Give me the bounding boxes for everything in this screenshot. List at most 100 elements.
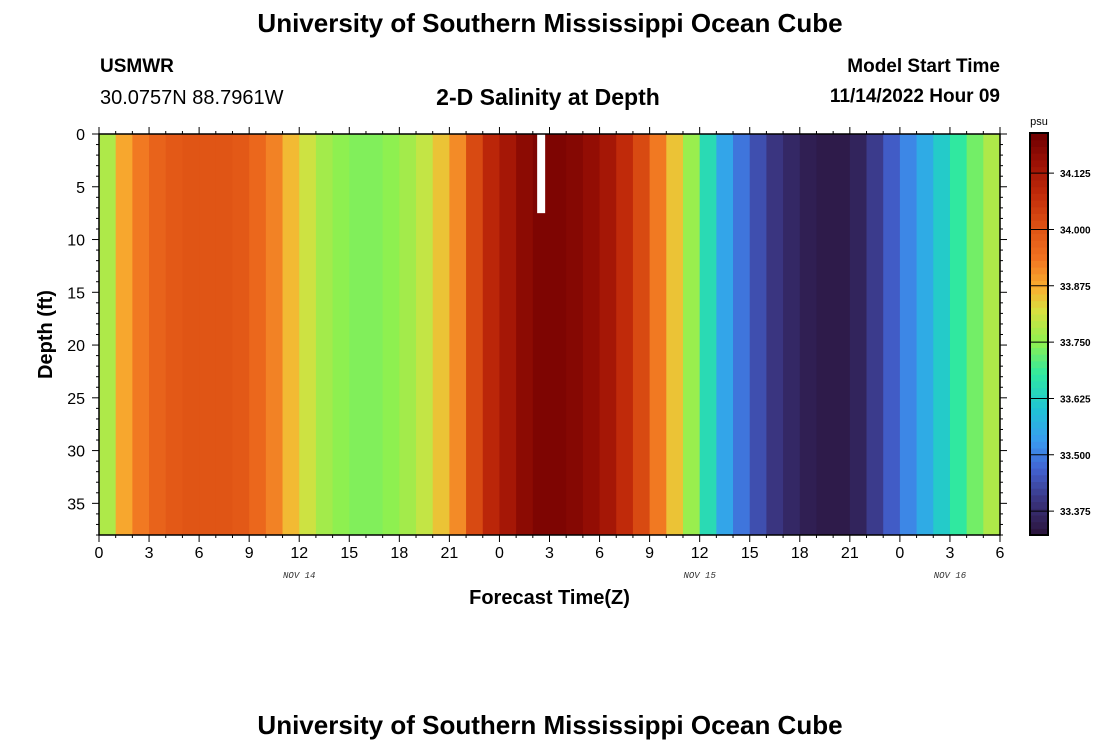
colorbar-segment xyxy=(1030,508,1048,516)
heatmap-cell xyxy=(149,134,167,535)
colorbar-segment xyxy=(1030,340,1048,348)
heatmap-cell xyxy=(315,134,334,535)
station-name: USMWR xyxy=(100,56,174,77)
x-tick-label: 15 xyxy=(741,545,759,562)
x-tick-label: 3 xyxy=(945,545,954,562)
model-start-label: Model Start Time xyxy=(847,56,1000,77)
colorbar-segment xyxy=(1030,327,1048,335)
colorbar-segment xyxy=(1030,454,1048,462)
heatmap-cell xyxy=(432,134,450,535)
x-tick-label: 6 xyxy=(595,545,604,562)
heatmap-cell xyxy=(249,134,267,535)
colorbar-frame xyxy=(1029,132,1049,536)
heatmap-cell xyxy=(416,134,434,535)
colorbar-segment xyxy=(1030,481,1048,489)
colorbar-segment xyxy=(1030,354,1048,362)
x-tick-label: 0 xyxy=(495,545,504,562)
date-label: NOV 15 xyxy=(683,571,716,581)
x-tick-label: 0 xyxy=(895,545,904,562)
colorbar-segment xyxy=(1030,273,1048,281)
heatmap-cell xyxy=(549,134,567,535)
heatmap-cell xyxy=(582,134,601,535)
y-tick-label: 35 xyxy=(67,496,85,513)
y-tick-label: 10 xyxy=(67,233,85,250)
colorbar-segment xyxy=(1030,153,1048,161)
colorbar-segment xyxy=(1030,521,1048,529)
heatmap-cell xyxy=(466,134,484,535)
heatmap-cell xyxy=(866,134,884,535)
heatmap-cell xyxy=(449,134,467,535)
model-start-value: 11/14/2022 Hour 09 xyxy=(829,86,1000,107)
x-tick-label: 18 xyxy=(390,545,408,562)
colorbar-segment xyxy=(1030,233,1048,241)
x-tick-label: 6 xyxy=(996,545,1005,562)
heatmap-cell xyxy=(165,134,184,535)
colorbar-segment xyxy=(1030,334,1048,342)
colorbar-segment xyxy=(1030,441,1048,449)
colorbar-segment xyxy=(1030,401,1048,409)
heatmap-cell xyxy=(682,134,701,535)
heatmap-cell xyxy=(232,134,250,535)
colorbar-segment xyxy=(1030,166,1048,174)
missing-data-bar xyxy=(537,134,546,214)
heatmap-cell xyxy=(649,134,667,535)
heatmap-cell xyxy=(699,134,717,535)
colorbar-segment xyxy=(1030,179,1048,188)
colorbar-segment xyxy=(1030,159,1048,168)
footer-title: University of Southern Mississippi Ocean… xyxy=(257,710,843,740)
x-axis-label: Forecast Time(Z) xyxy=(469,587,630,609)
heatmap-cell xyxy=(282,134,300,535)
colorbar-segment xyxy=(1030,494,1048,503)
heatmap-cell xyxy=(966,134,984,535)
x-tick-label: 18 xyxy=(791,545,809,562)
heatmap-cell xyxy=(949,134,968,535)
colorbar-segment xyxy=(1030,240,1048,248)
heatmap-cell xyxy=(115,134,133,535)
colorbar-tick-label: 34.125 xyxy=(1060,169,1091,180)
heatmap-cell xyxy=(983,134,1001,535)
colorbar-segment xyxy=(1030,260,1048,268)
colorbar-segment xyxy=(1030,186,1048,194)
colorbar-segment xyxy=(1030,434,1048,442)
heatmap-cell xyxy=(399,134,417,535)
heatmap-cell xyxy=(566,134,584,535)
x-tick-label: 3 xyxy=(545,545,554,562)
colorbar-tick-label: 33.750 xyxy=(1060,338,1091,349)
colorbar-segment xyxy=(1030,300,1048,308)
colorbar-segment xyxy=(1030,200,1048,208)
heatmap-cell xyxy=(516,134,534,535)
colorbar-segment xyxy=(1030,501,1048,509)
heatmap-cell xyxy=(382,134,400,535)
heatmap-cell xyxy=(933,134,951,535)
x-tick-label: 15 xyxy=(340,545,358,562)
colorbar-segment xyxy=(1030,206,1048,214)
colorbar-segment xyxy=(1030,427,1048,436)
y-tick-label: 30 xyxy=(67,444,85,461)
x-tick-label: 21 xyxy=(440,545,458,562)
colorbar-segment xyxy=(1030,387,1048,395)
x-tick-label: 0 xyxy=(95,545,104,562)
colorbar-segment xyxy=(1030,287,1048,295)
colorbar-segment xyxy=(1030,220,1048,228)
heatmap-cell xyxy=(616,134,634,535)
colorbar-segment xyxy=(1030,246,1048,255)
heatmap-cell xyxy=(766,134,784,535)
station-coordinates: 30.0757N 88.7961W xyxy=(100,87,284,109)
y-axis-label: Depth (ft) xyxy=(35,290,57,379)
page-title: University of Southern Mississippi Ocean… xyxy=(257,8,843,38)
colorbar-segment xyxy=(1030,374,1048,382)
x-tick-label: 9 xyxy=(645,545,654,562)
colorbar-segment xyxy=(1030,407,1048,415)
x-tick-label: 9 xyxy=(245,545,254,562)
heatmap-cell xyxy=(716,134,734,535)
colorbar-segment xyxy=(1030,347,1048,355)
x-tick-label: 12 xyxy=(290,545,308,562)
y-tick-label: 20 xyxy=(67,338,85,355)
heatmap-cell xyxy=(499,134,517,535)
colorbar-tick-label: 33.500 xyxy=(1060,451,1091,462)
y-tick-label: 0 xyxy=(76,127,85,144)
heatmap-cell xyxy=(199,134,217,535)
date-label: NOV 14 xyxy=(283,571,315,581)
heatmap-cell xyxy=(916,134,934,535)
